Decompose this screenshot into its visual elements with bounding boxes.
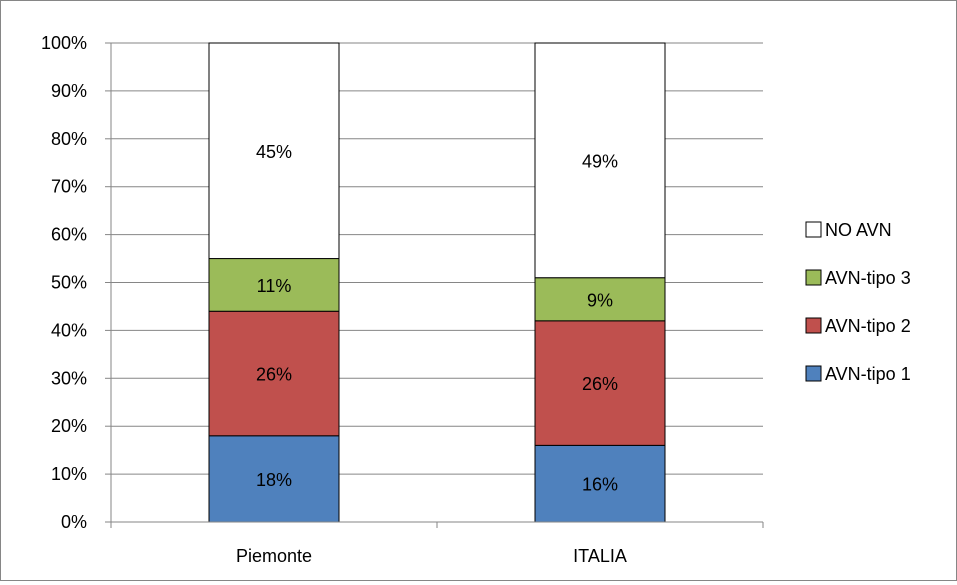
y-tick-label: 20% — [51, 416, 87, 436]
y-tick-label: 100% — [41, 33, 87, 53]
data-label: 18% — [256, 470, 292, 490]
y-tick-label: 50% — [51, 273, 87, 293]
x-tick-label: Piemonte — [236, 546, 312, 566]
y-tick-label: 80% — [51, 129, 87, 149]
legend-swatch — [805, 269, 822, 286]
legend: NO AVN AVN-tipo 3 AVN-tipo 2 AVN-tipo 1 — [805, 220, 911, 384]
data-label: 9% — [587, 290, 613, 310]
y-tick-label: 30% — [51, 368, 87, 388]
legend-swatch — [805, 317, 822, 334]
bar-segment — [534, 277, 666, 322]
bar-segment — [208, 42, 340, 260]
data-label: 26% — [582, 374, 618, 394]
bar-segment — [534, 42, 666, 279]
legend-swatch — [805, 221, 822, 238]
data-label: 16% — [582, 475, 618, 495]
x-tick-label: ITALIA — [573, 546, 627, 566]
legend-swatch — [805, 365, 822, 382]
legend-label: NO AVN — [825, 220, 892, 240]
bar-segment — [534, 444, 666, 523]
y-tick-label: 0% — [61, 512, 87, 532]
legend-label: AVN-tipo 1 — [825, 364, 911, 384]
data-label: 45% — [256, 142, 292, 162]
data-label: 49% — [582, 151, 618, 171]
legend-label: AVN-tipo 2 — [825, 316, 911, 336]
bar-segment — [534, 320, 666, 446]
y-tick-label: 40% — [51, 320, 87, 340]
data-label: 26% — [256, 365, 292, 385]
bars: 18% 26% 11% 45% 16% 26% 9% 49% — [208, 42, 666, 523]
y-tick-label: 60% — [51, 225, 87, 245]
y-axis: 0% 10% 20% 30% 40% 50% 60% 70% 80% 90% 100% — [41, 33, 112, 532]
y-tick-label: 70% — [51, 177, 87, 197]
y-tick-label: 10% — [51, 464, 87, 484]
legend-label: AVN-tipo 3 — [825, 268, 911, 288]
x-axis: Piemonte ITALIA — [110, 521, 764, 566]
bar-segment — [208, 310, 340, 437]
data-label: 11% — [257, 276, 292, 296]
y-tick-label: 90% — [51, 81, 87, 101]
